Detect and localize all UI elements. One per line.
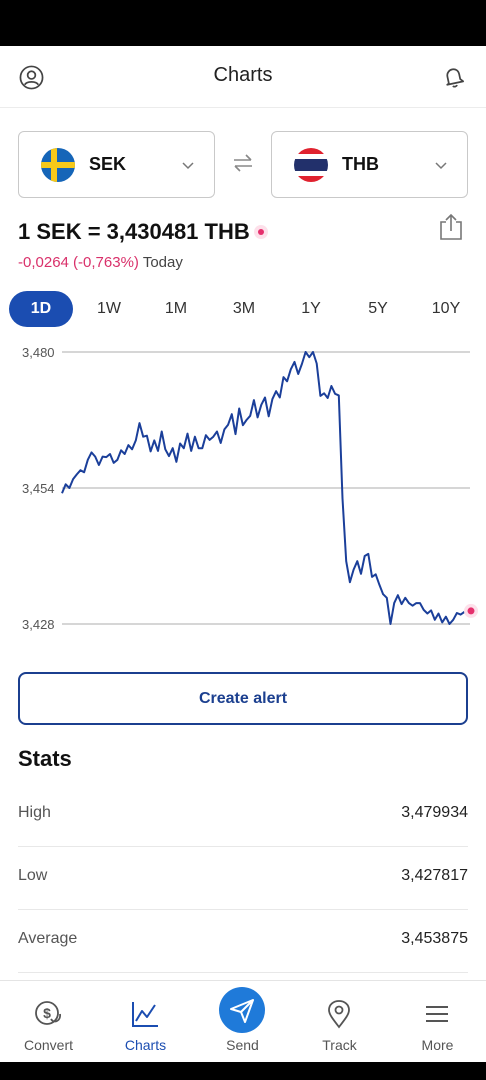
last-point: [467, 607, 475, 615]
period-tab-5y[interactable]: 5Y: [368, 300, 388, 317]
period-tab-1m[interactable]: 1M: [164, 300, 188, 317]
thailand-flag-icon: [294, 148, 328, 182]
currency-coin-icon: $: [35, 1001, 61, 1025]
period-tab-1w[interactable]: 1W: [97, 300, 121, 317]
nav-label: Send: [226, 1037, 259, 1053]
stat-row-low: Low 3,427817: [18, 847, 468, 910]
swap-currencies-icon[interactable]: [231, 151, 255, 175]
rate-chart[interactable]: 3,480 3,454 3,428: [0, 336, 486, 646]
y-tick-label: 3,428: [22, 617, 55, 632]
stat-label: Average: [18, 930, 78, 947]
stat-value: 3,453875: [401, 930, 468, 947]
nav-track[interactable]: Track: [291, 981, 388, 1062]
to-currency-selector[interactable]: THB: [271, 131, 468, 198]
change-period: Today: [142, 254, 183, 271]
svg-text:$: $: [43, 1005, 51, 1021]
chevron-down-icon: [435, 162, 447, 170]
location-pin-icon: [328, 1000, 350, 1029]
from-currency-selector[interactable]: SEK: [18, 131, 215, 198]
bell-icon[interactable]: [441, 65, 466, 90]
nav-charts[interactable]: Charts: [97, 981, 194, 1062]
menu-icon: [426, 1006, 448, 1022]
charts-screen: Charts SEK THB 1 SEK = 3,430: [0, 46, 486, 1062]
stat-label: High: [18, 804, 51, 821]
paper-plane-icon: [230, 999, 254, 1023]
nav-send[interactable]: Send: [194, 981, 291, 1062]
nav-label: Charts: [124, 1037, 167, 1053]
nav-label: More: [421, 1037, 454, 1053]
bottom-navigation: $ Convert Charts Send Track: [0, 980, 486, 1062]
nav-convert[interactable]: $ Convert: [0, 981, 97, 1062]
series-line: [61, 351, 469, 625]
page-title: Charts: [213, 64, 273, 86]
chart-line-icon: [132, 1002, 158, 1027]
chevron-down-icon: [182, 162, 194, 170]
stat-row-average: Average 3,453875: [18, 910, 468, 973]
app-header: Charts: [0, 46, 486, 108]
period-tab-1y[interactable]: 1Y: [301, 300, 321, 317]
rate-change: -0,0264 (-0,763%) Today: [18, 254, 183, 271]
period-tab-3m[interactable]: 3M: [232, 300, 256, 317]
period-tab-10y[interactable]: 10Y: [431, 300, 461, 317]
stat-label: Low: [18, 867, 48, 884]
exchange-rate: 1 SEK = 3,430481 THB: [18, 219, 250, 244]
change-value: -0,0264 (-0,763%): [18, 254, 139, 271]
to-currency-code: THB: [342, 154, 379, 174]
stat-row-high: High 3,479934: [18, 784, 468, 847]
share-icon[interactable]: [438, 213, 464, 241]
sweden-flag-icon: [41, 148, 75, 182]
stats-title: Stats: [18, 746, 72, 771]
live-indicator-icon: [254, 225, 268, 239]
profile-icon[interactable]: [19, 65, 44, 90]
nav-label: Track: [322, 1037, 357, 1053]
nav-more[interactable]: More: [389, 981, 486, 1062]
nav-label: Convert: [23, 1037, 74, 1053]
stat-value: 3,479934: [401, 804, 468, 821]
from-currency-code: SEK: [89, 154, 127, 174]
y-tick-label: 3,480: [22, 345, 55, 360]
y-tick-label: 3,454: [22, 481, 55, 496]
stat-value: 3,427817: [401, 867, 468, 884]
period-selector: 1D 1W 1M 3M 1Y 5Y 10Y: [9, 291, 479, 327]
create-alert-button[interactable]: Create alert: [18, 672, 468, 725]
period-tab-1d[interactable]: 1D: [9, 291, 73, 327]
